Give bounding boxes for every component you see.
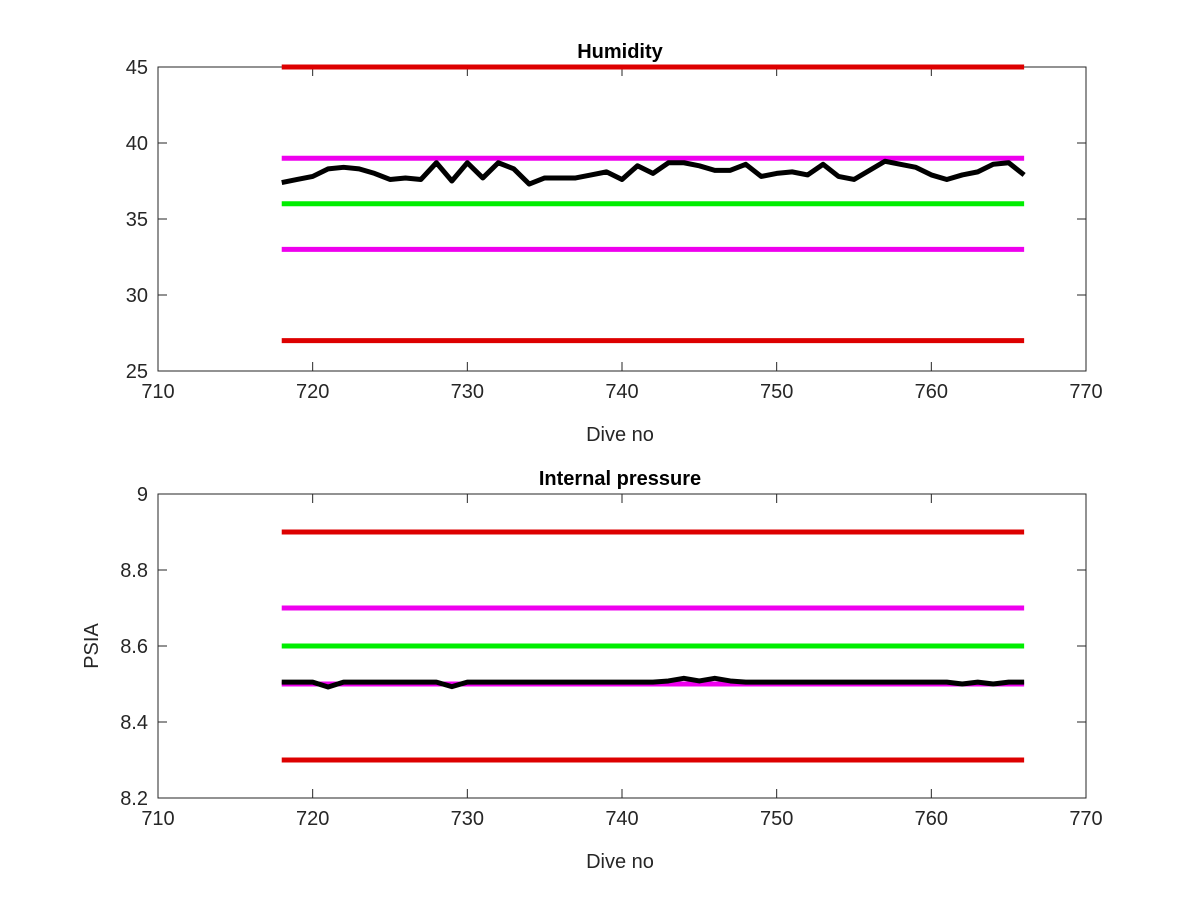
- pressure-title: Internal pressure: [539, 468, 701, 490]
- humidity-series-line-5: [281, 158, 1026, 187]
- pressure-x-tick-label: 710: [141, 808, 174, 830]
- humidity-tick-labels: 710 720 730 740 750 760 770 25 30 35 40 45: [126, 57, 1103, 403]
- pressure-x-tick-label: 740: [605, 808, 638, 830]
- internal-pressure-panel: 710 720 730 740 750 760 770 8.2 8.4 8.6 8.8 9 Inter…: [81, 468, 1103, 873]
- pressure-y-tick-label: 9: [137, 484, 148, 506]
- humidity-panel: 710 720 730 740 750 760 770 25 30 35 40 45 Humidity…: [126, 41, 1103, 446]
- humidity-y-tick-label: 35: [126, 209, 148, 231]
- humidity-y-tick-label: 40: [126, 133, 148, 155]
- pressure-x-tick-label: 750: [760, 808, 793, 830]
- pressure-series-line-5: [281, 675, 1025, 690]
- humidity-x-tick-label: 770: [1069, 381, 1102, 403]
- humidity-y-tick-label: 30: [126, 285, 148, 307]
- pressure-lines: [281, 529, 1025, 763]
- humidity-x-tick-label: 710: [141, 381, 174, 403]
- humidity-x-tick-label: 740: [605, 381, 638, 403]
- pressure-x-tick-label: 760: [915, 808, 948, 830]
- pressure-y-tick-label: 8.4: [120, 712, 148, 734]
- pressure-x-tick-label: 720: [296, 808, 329, 830]
- pressure-y-tick-label: 8.2: [120, 788, 148, 810]
- pressure-x-tick-label: 770: [1069, 808, 1102, 830]
- pressure-tick-labels: 710 720 730 740 750 760 770 8.2 8.4 8.6 8.8 9: [120, 484, 1103, 830]
- pressure-ylabel: PSIA: [81, 623, 103, 669]
- pressure-xlabel: Dive no: [586, 851, 654, 873]
- humidity-y-tick-label: 25: [126, 361, 148, 383]
- pressure-x-tick-label: 730: [451, 808, 484, 830]
- humidity-x-tick-label: 760: [915, 381, 948, 403]
- humidity-x-tick-label: 730: [451, 381, 484, 403]
- humidity-x-tick-label: 750: [760, 381, 793, 403]
- humidity-x-tick-label: 720: [296, 381, 329, 403]
- pressure-y-tick-label: 8.8: [120, 560, 148, 582]
- humidity-y-tick-label: 45: [126, 57, 148, 79]
- humidity-title: Humidity: [577, 41, 663, 63]
- humidity-axes-frame: [157, 66, 1087, 372]
- pressure-y-tick-label: 8.6: [120, 636, 148, 658]
- pressure-ticks: [157, 493, 1087, 799]
- humidity-lines: [281, 64, 1026, 344]
- humidity-xlabel: Dive no: [586, 424, 654, 446]
